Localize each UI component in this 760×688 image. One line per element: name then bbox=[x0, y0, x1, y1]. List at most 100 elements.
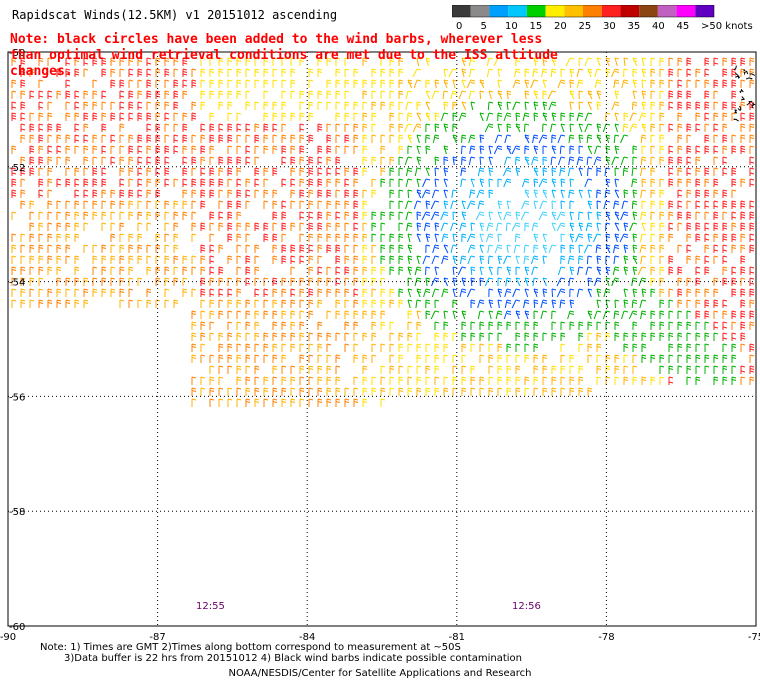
wind-barb bbox=[164, 255, 170, 264]
wind-barb bbox=[533, 57, 539, 67]
wind-barb bbox=[650, 376, 656, 385]
wind-barb bbox=[254, 310, 260, 319]
wind-barb bbox=[659, 90, 665, 99]
wind-barb bbox=[164, 156, 170, 165]
wind-barb bbox=[486, 222, 494, 232]
wind-barb bbox=[380, 387, 386, 396]
wind-barb bbox=[458, 90, 467, 100]
wind-barb bbox=[398, 145, 404, 154]
wind-barb bbox=[722, 277, 728, 286]
wind-barb bbox=[290, 167, 296, 176]
wind-barb bbox=[704, 178, 710, 187]
wind-barb bbox=[281, 211, 287, 220]
wind-barb bbox=[47, 200, 53, 209]
colorbar-swatch bbox=[508, 5, 527, 17]
wind-barb bbox=[416, 134, 422, 144]
wind-barb bbox=[182, 156, 188, 165]
wind-barb bbox=[236, 200, 242, 209]
wind-barb bbox=[290, 398, 296, 407]
wind-barb bbox=[488, 321, 494, 330]
wind-barb bbox=[335, 90, 341, 99]
wind-barb bbox=[578, 90, 584, 100]
wind-barb bbox=[452, 233, 458, 243]
wind-barb bbox=[560, 68, 566, 78]
wind-barb bbox=[749, 266, 755, 275]
wind-barb bbox=[749, 365, 755, 374]
wind-barb bbox=[503, 112, 512, 122]
wind-barb bbox=[137, 101, 143, 110]
wind-barb bbox=[668, 156, 674, 165]
wind-barb bbox=[101, 277, 107, 286]
wind-barb bbox=[353, 167, 359, 176]
wind-barb bbox=[119, 134, 125, 143]
wind-barb bbox=[677, 299, 683, 308]
wind-barb bbox=[380, 145, 386, 154]
wind-barb bbox=[74, 288, 80, 297]
wind-barb bbox=[576, 288, 584, 298]
wind-barb bbox=[613, 134, 620, 144]
wind-barb bbox=[713, 233, 719, 242]
wind-barb bbox=[92, 266, 98, 275]
wind-barb bbox=[317, 211, 323, 220]
wind-barb bbox=[218, 68, 224, 77]
wind-barb bbox=[596, 354, 602, 363]
wind-barb bbox=[380, 310, 386, 319]
wind-barb bbox=[533, 101, 539, 111]
wind-barb bbox=[659, 189, 665, 198]
wind-barb bbox=[641, 178, 647, 188]
colorbar-swatch bbox=[470, 5, 490, 17]
wind-barb bbox=[182, 200, 188, 209]
wind-barb bbox=[38, 112, 44, 121]
wind-barb bbox=[281, 376, 287, 385]
wind-barb bbox=[641, 288, 647, 298]
wind-barb bbox=[425, 376, 431, 385]
wind-barb bbox=[281, 398, 287, 407]
wind-barb bbox=[749, 156, 755, 165]
wind-barb bbox=[416, 101, 422, 111]
wind-barb bbox=[146, 134, 152, 143]
wind-barb bbox=[497, 354, 503, 363]
wind-barb bbox=[515, 332, 521, 341]
wind-barb bbox=[405, 178, 413, 188]
wind-barb bbox=[596, 332, 602, 341]
wind-barb bbox=[29, 90, 35, 99]
wind-barb bbox=[371, 90, 377, 99]
wind-barb bbox=[254, 398, 260, 407]
wind-barb bbox=[497, 112, 503, 122]
wind-barb bbox=[441, 288, 449, 298]
wind-barb bbox=[389, 354, 395, 363]
wind-barb bbox=[713, 365, 719, 374]
wind-barb bbox=[584, 178, 593, 188]
wind-barb bbox=[353, 189, 359, 198]
wind-barb bbox=[200, 255, 206, 264]
wind-barb bbox=[326, 57, 332, 66]
wind-barb bbox=[272, 79, 278, 88]
wind-barb bbox=[389, 343, 395, 352]
wind-barb bbox=[515, 266, 521, 276]
wind-barb bbox=[503, 211, 512, 221]
wind-barb bbox=[470, 365, 476, 374]
wind-barb bbox=[668, 343, 674, 352]
wind-barb bbox=[686, 167, 692, 176]
wind-barb bbox=[128, 112, 134, 121]
wind-barb bbox=[542, 387, 548, 396]
wind-barb bbox=[668, 101, 674, 110]
wind-barb bbox=[434, 343, 440, 352]
wind-barb bbox=[475, 211, 485, 221]
wind-barb bbox=[560, 365, 566, 374]
wind-barb bbox=[182, 79, 188, 88]
wind-barb bbox=[236, 90, 242, 99]
wind-barb bbox=[722, 266, 728, 275]
wind-barb bbox=[497, 365, 503, 374]
wind-barb bbox=[524, 101, 530, 111]
wind-barb bbox=[515, 321, 521, 330]
wind-barb bbox=[686, 222, 692, 231]
wind-barb bbox=[686, 200, 692, 209]
wind-barb bbox=[245, 90, 251, 99]
wind-barb bbox=[713, 134, 719, 143]
wind-barb bbox=[290, 299, 296, 308]
wind-barb bbox=[389, 387, 395, 396]
wind-barb bbox=[596, 321, 602, 330]
wind-barb bbox=[236, 112, 242, 121]
wind-barb bbox=[308, 90, 314, 99]
